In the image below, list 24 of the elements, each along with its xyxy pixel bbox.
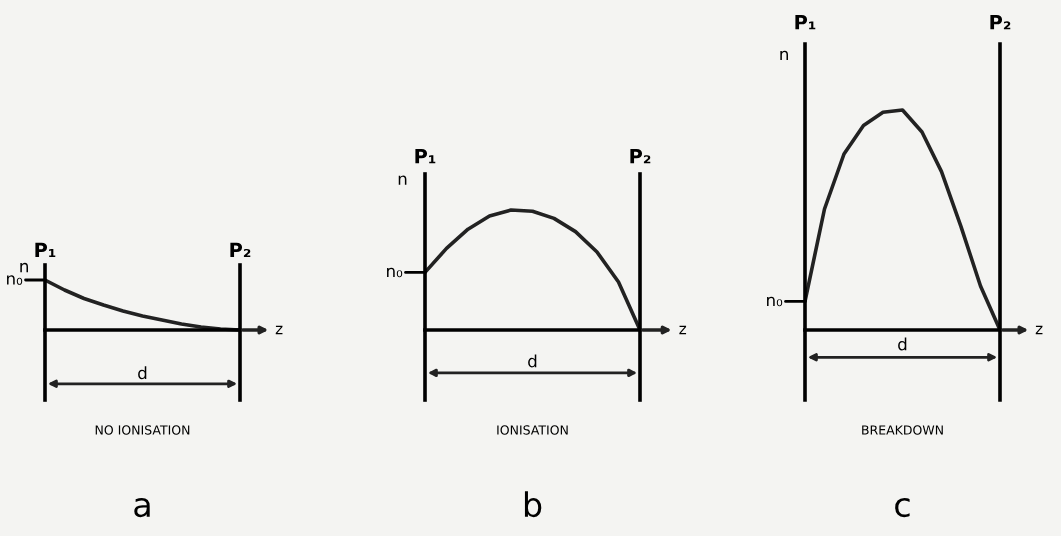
text: z: [1035, 325, 1043, 335]
text: P₂: [630, 149, 651, 164]
text: n: [398, 175, 407, 185]
text: b: [524, 491, 542, 518]
text: d: [898, 337, 907, 351]
x-axis-title: NO IONISATION: [95, 425, 190, 435]
text: d: [138, 366, 147, 380]
text: d: [528, 354, 537, 368]
text: c: [895, 498, 910, 518]
text: P₁: [415, 149, 436, 164]
text: n₀: [7, 275, 23, 285]
text: n: [20, 262, 28, 273]
text: P₂: [990, 15, 1011, 30]
text: z: [679, 325, 687, 335]
text: P₂: [230, 242, 251, 257]
text: P₁: [35, 242, 56, 257]
text: a: [134, 498, 150, 518]
x-axis-title: IONISATION: [497, 425, 568, 435]
text: n₀: [387, 267, 403, 278]
x-axis-title: BREAKDOWN: [862, 425, 943, 435]
text: z: [275, 325, 283, 335]
text: P₁: [795, 15, 816, 30]
text: n: [780, 50, 788, 61]
text: n₀: [767, 296, 783, 307]
